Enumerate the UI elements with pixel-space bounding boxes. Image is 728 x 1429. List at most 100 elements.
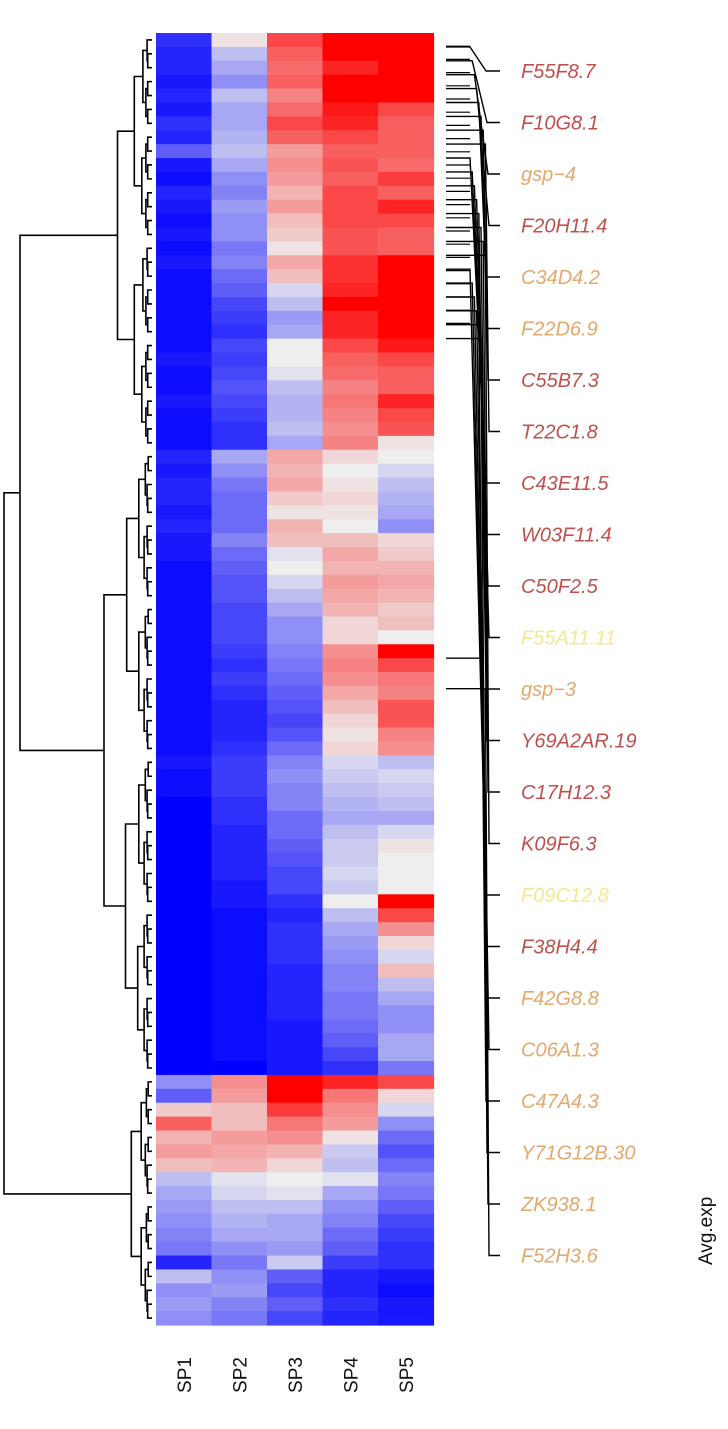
heatmap-cell [267, 1116, 324, 1132]
heatmap-cell [322, 880, 379, 895]
heatmap-cell [156, 866, 213, 882]
heatmap-cell [322, 255, 379, 270]
heatmap-cell [267, 185, 324, 201]
heatmap-cell [378, 1311, 435, 1326]
heatmap-cell [378, 116, 435, 131]
heatmap-cell [378, 1130, 435, 1145]
heatmap-cell [378, 699, 435, 715]
heatmap-cell [267, 283, 324, 298]
heatmap-cell [156, 1199, 213, 1215]
heatmap-cell [267, 658, 324, 673]
heatmap-cell [322, 797, 379, 812]
gene-labels: F55F8.7 F10G8.1 gsp−4 F20H11.4 C34D4.2 F22D6.… [520, 61, 637, 1268]
heatmap-cell [322, 547, 379, 562]
heatmap-cell [267, 1283, 324, 1298]
heatmap-cell [211, 560, 268, 576]
dendrogram-link [146, 969, 152, 986]
heatmap-cell [211, 699, 268, 715]
heatmap-cell [322, 421, 379, 437]
heatmap-cell [211, 519, 268, 534]
heatmap-cell [156, 338, 213, 354]
heatmap-cell [322, 519, 379, 534]
heatmap-cell [211, 922, 268, 937]
heatmap-cell [211, 1130, 268, 1145]
heatmap-cell [322, 1311, 379, 1326]
heatmap-cell [378, 1019, 435, 1034]
dendrogram-link [146, 136, 152, 152]
heatmap-cell [211, 797, 268, 812]
dendrogram-link [147, 1108, 152, 1125]
column-label: SP3 [286, 1357, 307, 1393]
dendrogram-link [146, 108, 152, 125]
heatmap-cell [267, 199, 324, 215]
heatmap-cell [156, 1144, 213, 1159]
heatmap-cell [211, 171, 268, 187]
heatmap-cell [211, 658, 268, 673]
heatmap-cell [156, 171, 213, 187]
heatmap-cell [211, 199, 268, 215]
heatmap-cell [156, 936, 213, 951]
heatmap-cell [156, 144, 213, 159]
heatmap-cell [156, 991, 213, 1007]
heatmap-cell [211, 588, 268, 604]
heatmap-cell [322, 769, 379, 784]
heatmap-cell [267, 310, 324, 326]
legend-title: Avg.exp [696, 1197, 717, 1265]
heatmap-cell [267, 1144, 324, 1159]
heatmap-cell [156, 352, 213, 368]
heatmap-cell [156, 741, 213, 757]
gene-label: F38H4.4 [521, 937, 598, 959]
heatmap-cell [322, 991, 379, 1007]
dendrogram-link [146, 844, 152, 861]
row-dendrogram [3, 39, 152, 1319]
heatmap-cell [322, 713, 379, 729]
dendrogram-link [146, 219, 152, 236]
heatmap-cell [378, 1116, 435, 1132]
heatmap-cell [378, 505, 435, 520]
heatmap-cell [267, 144, 324, 159]
gene-label: F55F8.7 [521, 61, 596, 83]
heatmap-cell [156, 380, 213, 395]
heatmap-cell [156, 60, 213, 76]
dendrogram-link [146, 997, 152, 1021]
dendrogram-link [146, 567, 152, 590]
heatmap-cell [211, 158, 268, 173]
heatmap-cell [156, 880, 213, 895]
heatmap-cell [156, 435, 213, 451]
heatmap-cell [267, 255, 324, 270]
connector-line [446, 657, 500, 1205]
heatmap-cell [267, 880, 324, 895]
heatmap-cell [322, 324, 379, 340]
dendrogram-link [103, 594, 127, 907]
heatmap-cell [322, 144, 379, 159]
heatmap-cell [211, 1213, 268, 1229]
heatmap-cell [267, 324, 324, 340]
heatmap-cell [267, 741, 324, 757]
heatmap-cell [267, 102, 324, 117]
heatmap-cell [322, 227, 379, 242]
heatmap-cell [211, 602, 268, 618]
heatmap-cell [211, 255, 268, 270]
heatmap-cell [322, 658, 379, 673]
heatmap-cell [378, 616, 435, 631]
heatmap-cell [322, 1033, 379, 1048]
heatmap-cell [267, 352, 324, 368]
dendrogram-link [146, 831, 152, 854]
heatmap-cell [378, 741, 435, 757]
heatmap-cell [267, 713, 324, 729]
dendrogram-link [146, 1303, 152, 1319]
heatmap-cell [322, 1102, 379, 1118]
heatmap-cell [156, 421, 213, 437]
heatmap-cell [211, 783, 268, 798]
heatmap-cell [156, 755, 213, 770]
heatmap-cell [378, 672, 435, 687]
connector-line [446, 310, 500, 1051]
heatmap-cell [378, 866, 435, 882]
heatmap-cell [156, 463, 213, 479]
heatmap-cell [267, 1269, 324, 1284]
dendrogram-link [146, 1039, 152, 1062]
heatmap-cell [378, 366, 435, 381]
dendrogram-link [133, 284, 143, 395]
heatmap-cell [267, 269, 324, 284]
heatmap-cell [267, 435, 324, 451]
